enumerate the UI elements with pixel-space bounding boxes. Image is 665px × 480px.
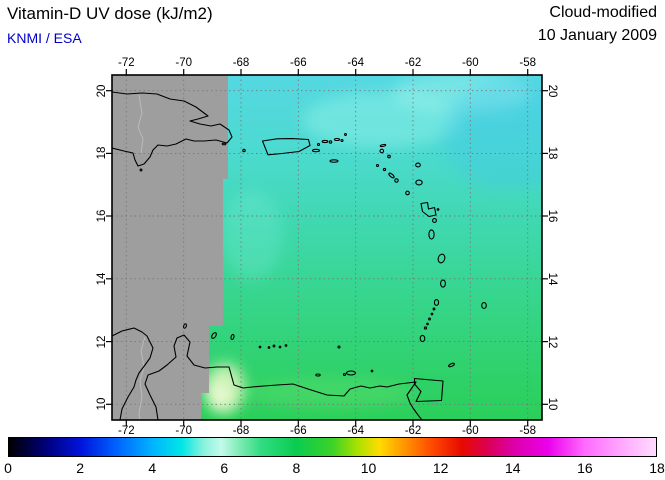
lon-label-bottom: -58 — [519, 424, 536, 437]
colorbar-gradient — [8, 437, 657, 457]
virgin-islands — [311, 133, 347, 163]
colorbar-tick-label: 18 — [649, 460, 665, 476]
lat-label-left: 20 — [95, 84, 108, 98]
lon-label-bottom: -70 — [175, 424, 192, 437]
map-frame — [111, 74, 543, 421]
grid-lines — [112, 75, 542, 420]
beata-island — [139, 168, 143, 172]
lat-label-left: 12 — [95, 335, 108, 348]
lon-label-top: -66 — [289, 57, 307, 69]
lon-label-top: -70 — [175, 57, 192, 69]
colorbar-tick-label: 0 — [4, 460, 12, 476]
map-plot — [106, 69, 548, 426]
colorbar-tick-label: 4 — [148, 460, 157, 476]
source-credit: KNMI / ESA — [7, 30, 82, 46]
colorbar-tick-label: 8 — [292, 460, 301, 476]
lat-label-left: 14 — [95, 272, 108, 286]
lon-label-top: -72 — [117, 57, 135, 69]
lon-label-bottom: -72 — [117, 424, 135, 437]
lat-label-left: 16 — [95, 209, 108, 223]
mona-island — [242, 148, 246, 153]
colorbar-tick-label: 10 — [360, 460, 377, 476]
lon-label-bottom: -62 — [404, 424, 422, 437]
colorbar-tick-label: 14 — [504, 460, 521, 476]
puerto-rico-coastline — [261, 138, 311, 156]
lon-label-bottom: -64 — [347, 424, 364, 437]
colorbar-tick-label: 2 — [76, 460, 85, 476]
date-label: 10 January 2009 — [537, 27, 657, 44]
mode-label: Cloud-modified — [549, 4, 657, 21]
country-borders — [137, 94, 146, 420]
abc-islands — [182, 323, 235, 341]
lon-label-top: -60 — [461, 57, 479, 69]
lon-label-top: -64 — [347, 57, 364, 69]
south-america-coastline-west — [112, 327, 154, 420]
lon-label-top: -58 — [519, 57, 536, 69]
page-title: Vitamin-D UV dose (kJ/m2) — [7, 4, 213, 23]
hispaniola-coastline — [112, 91, 233, 167]
nodata-region — [112, 75, 228, 420]
lon-label-bottom: -68 — [232, 424, 250, 437]
colorbar-tick-label: 6 — [220, 460, 229, 476]
lesser-antilles-islands — [375, 143, 487, 368]
colorbar-tick-label: 12 — [432, 460, 449, 476]
lon-label-bottom: -66 — [289, 424, 307, 437]
lon-label-top: -62 — [404, 57, 422, 69]
saona-island — [221, 142, 227, 146]
lon-label-top: -68 — [232, 57, 250, 69]
coastlines — [112, 91, 487, 420]
south-america-coastline-east — [144, 334, 423, 420]
lon-label-bottom: -60 — [461, 424, 479, 437]
lat-label-left: 10 — [95, 397, 108, 411]
colorbar-tick-label: 16 — [577, 460, 593, 476]
venezuelan-islets — [258, 344, 374, 377]
sea-variability-patches — [205, 75, 542, 413]
tick-marks — [106, 69, 548, 426]
lat-label-left: 18 — [95, 146, 108, 160]
